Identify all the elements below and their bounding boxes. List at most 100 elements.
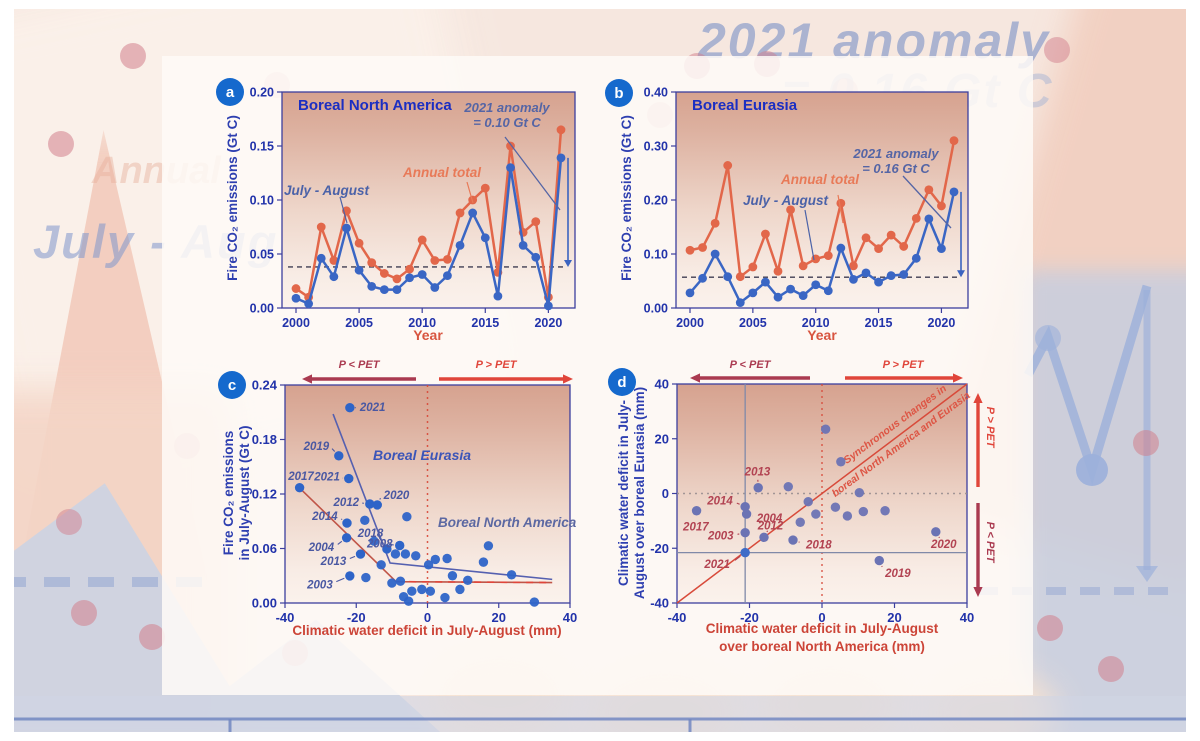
panel-d-data-point-2014 — [740, 501, 750, 512]
y-tick-label: 20 — [655, 431, 669, 446]
panel-d-data-point — [820, 424, 831, 434]
y-tick-label: 0.10 — [250, 194, 274, 208]
panel-a-data-point — [379, 269, 389, 278]
panel-b-data-point — [798, 291, 808, 300]
panel-a-series-label-annual-total: Annual total — [403, 165, 481, 180]
panel-d-year-label-2017: 2017 — [682, 521, 709, 533]
panel-d-data-point-2003 — [740, 527, 750, 538]
panel-b-data-point — [911, 253, 921, 263]
panel-d-data-point-2017 — [691, 506, 702, 516]
panel-c-year-label-2014: 2014 — [311, 511, 338, 523]
panel-d-data-point — [803, 497, 813, 507]
panel-d-data-point — [858, 506, 869, 517]
panel-d-year-label-2021: 2021 — [703, 559, 730, 571]
panel-a-anomaly-line2: = 0.10 Gt C — [473, 115, 541, 130]
pet-arrow-head — [690, 373, 700, 383]
panel-c-data-point — [402, 512, 412, 522]
panel-b-data-point — [723, 161, 733, 170]
panel-a-data-point — [480, 183, 490, 193]
panel-b-data-point — [874, 244, 883, 254]
x-tick-label: 2015 — [865, 316, 893, 330]
panel-c-data-point-2021 — [345, 403, 355, 413]
panel-a-anomaly-annotation: 2021 anomaly = 0.10 Gt C — [440, 100, 574, 130]
panel-d-year-label-2004: 2004 — [756, 513, 783, 525]
panel-b-y-axis-label: Fire CO₂ emissions (Gt C) — [619, 115, 634, 281]
panel-a-data-point — [316, 253, 326, 263]
y-tick-label: 0.15 — [250, 140, 274, 154]
panel-b-data-point — [849, 261, 858, 271]
panel-b-series-line-annual-total — [689, 140, 956, 280]
panel-c-data-point — [376, 560, 386, 570]
x-tick-label: 0 — [818, 610, 825, 625]
panel-d-year-label-2012: 2012 — [757, 520, 784, 532]
series-label-pointer — [804, 209, 815, 261]
x-tick-label: 2005 — [345, 316, 373, 330]
panel-d-data-point — [880, 506, 890, 516]
y-tick-label: -20 — [650, 541, 669, 556]
panel-a-data-point — [455, 240, 465, 250]
panel-b-data-point — [849, 274, 858, 284]
panel-d-y-axis-label: Climatic water deficit in July- August o… — [616, 383, 648, 603]
panel-d-pet-right-label: P > PET — [882, 359, 924, 371]
panel-a-data-point — [531, 217, 541, 227]
panel-c-data-point — [442, 553, 452, 564]
panel-c-data-point — [506, 570, 517, 580]
panel-c-data-point — [483, 541, 494, 551]
panel-b-data-point — [786, 205, 795, 215]
x-tick-label: 2005 — [739, 316, 767, 330]
panel-d-year-label-2018: 2018 — [805, 539, 832, 551]
panel-b-data-point — [911, 213, 921, 223]
panel-c-y-axis-label-line2: in July-August (Gt C) — [237, 425, 252, 561]
panel-a-data-point — [543, 301, 553, 311]
panel-a-data-point — [468, 208, 478, 218]
y-tick-label: 0 — [662, 486, 669, 501]
bg-anomaly-arrowhead — [1136, 566, 1158, 582]
panel-a-data-point — [405, 273, 414, 283]
panel-b-data-point — [886, 271, 896, 280]
panel-d-pet-down-label: P < PET — [984, 521, 996, 563]
panel-c-data-point — [387, 578, 397, 588]
y-tick-label: 0.24 — [252, 378, 278, 393]
panel-a-data-point — [304, 299, 314, 309]
panel-c-year-label-2003: 2003 — [306, 579, 333, 591]
panel-d-x-axis-label: Climatic water deficit in July-August ov… — [662, 620, 982, 656]
panel-c-data-point — [407, 586, 417, 596]
panel-b-series-line-july-august — [689, 191, 956, 305]
panel-d-year-label-2014: 2014 — [706, 496, 733, 508]
panel-a-data-point — [430, 256, 440, 265]
panel-b-data-point — [710, 249, 720, 259]
panel-a-data-point — [316, 222, 326, 232]
panel-d-data-point — [783, 481, 793, 492]
panel-d-pet-left-label: P < PET — [729, 359, 771, 371]
panel-b-anomaly-line1: 2021 anomaly — [853, 146, 939, 161]
panel-b-data-point — [811, 280, 821, 290]
y-tick-label: 0.00 — [644, 302, 668, 316]
panel-d-data-point-2012 — [759, 532, 769, 542]
panel-c-data-point — [463, 575, 473, 585]
panel-b-title: Boreal Eurasia — [692, 97, 798, 114]
y-tick-label: 0.40 — [644, 86, 668, 100]
panel-d-identity-line — [676, 383, 968, 604]
bg-red-dot — [1037, 615, 1063, 641]
bg-red-dot — [48, 131, 74, 157]
panel-b-data-point — [836, 198, 846, 208]
panel-b-data-point — [874, 277, 883, 287]
panel-b-series-label-july-august: July - August — [743, 193, 829, 208]
panel-c-region-label-north-america: Boreal North America — [438, 515, 577, 530]
panel-c-year-label-2013: 2013 — [320, 556, 347, 568]
panel-d-y-axis-label-line2: August over boreal Eurasia (mm) — [632, 386, 647, 600]
panel-d-data-point — [830, 502, 841, 512]
panel-b-data-point — [886, 230, 896, 240]
panel-c-data-point — [529, 597, 540, 607]
panel-c-data-point — [425, 586, 436, 596]
panel-c-year-label-2019: 2019 — [303, 441, 330, 453]
pet-arrow-head — [973, 587, 983, 597]
y-tick-label: 0.00 — [250, 302, 274, 316]
panel-d-data-point — [854, 487, 865, 498]
panel-d-x-axis-label-line2: over boreal North America (mm) — [719, 639, 925, 654]
panel-b-data-point — [748, 288, 758, 298]
panel-d-data-point-2020 — [931, 527, 941, 537]
panel-d-year-label-2019: 2019 — [884, 568, 911, 580]
